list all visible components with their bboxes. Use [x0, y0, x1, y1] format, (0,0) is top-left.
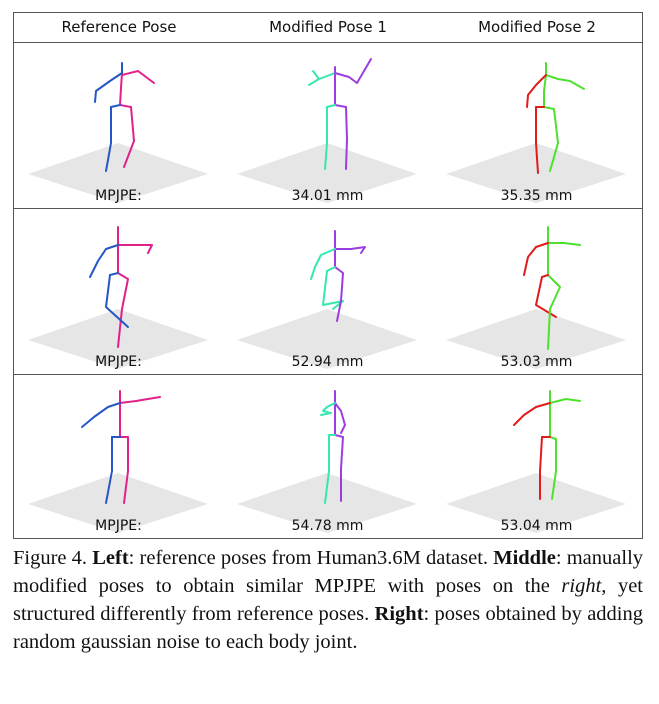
caption-middle-text-a: : manually modified poses to obtain simi…: [13, 547, 644, 597]
skeleton-r2-mod1: [237, 230, 417, 369]
pose-cell-r1-reference: MPJPE:: [14, 43, 223, 208]
pose-row-3: MPJPE: 54.78 mm: [14, 375, 642, 538]
pose-cell-r1-mod2: 35.35 mm: [432, 43, 641, 208]
pose-cell-r3-reference: MPJPE:: [14, 375, 223, 538]
skeleton-r2-reference: [28, 226, 208, 369]
skeleton-r3-mod1: [237, 390, 417, 533]
pose-row-1: MPJPE: 34.01 mm: [14, 43, 642, 209]
caption-middle-text-b: , yet structured differently from refere…: [13, 575, 643, 625]
pose-cell-r2-reference: MPJPE:: [14, 209, 223, 374]
mpjpe-r3-reference: MPJPE:: [95, 518, 142, 534]
mpjpe-r1-mod2: 35.35 mm: [500, 188, 573, 204]
caption-middle-italic: right: [561, 575, 602, 597]
caption-label: Figure 4.: [13, 547, 88, 569]
mpjpe-r3-mod1: 54.78 mm: [291, 518, 364, 534]
mpjpe-r2-reference: MPJPE:: [95, 354, 142, 370]
pose-cell-r3-mod1: 54.78 mm: [223, 375, 432, 538]
skeleton-r1-reference: [28, 62, 208, 203]
column-title-modified-1: Modified Pose 1: [269, 18, 387, 36]
caption-left-text: : reference poses from Human3.6M dataset…: [128, 547, 489, 569]
caption-right-label: Right: [374, 603, 424, 625]
column-title-reference: Reference Pose: [61, 18, 177, 36]
mpjpe-r1-reference: MPJPE:: [95, 188, 142, 204]
figure-header: Reference Pose Modified Pose 1 Modified …: [14, 13, 642, 43]
mpjpe-r1-mod1: 34.01 mm: [291, 188, 364, 204]
skeleton-r1-mod2: [446, 62, 626, 203]
pose-figure: Reference Pose Modified Pose 1 Modified …: [13, 12, 643, 539]
pose-cell-r2-mod1: 52.94 mm: [223, 209, 432, 374]
mpjpe-r2-mod1: 52.94 mm: [291, 354, 364, 370]
pose-cell-r3-mod2: 53.04 mm: [432, 375, 641, 538]
mpjpe-r2-mod2: 53.03 mm: [500, 354, 573, 370]
skeleton-r1-mod1: [237, 58, 417, 203]
caption-middle-label: Middle: [493, 547, 556, 569]
pose-row-2: MPJPE: 52.94 mm: [14, 209, 642, 375]
pose-cell-r1-mod1: 34.01 mm: [223, 43, 432, 208]
caption-right-text: : poses obtained by adding random gaussi…: [13, 603, 643, 653]
skeleton-r3-mod2: [446, 390, 626, 533]
caption-left-label: Left: [92, 547, 129, 569]
mpjpe-r3-mod2: 53.04 mm: [500, 518, 573, 534]
column-title-modified-2: Modified Pose 2: [478, 18, 596, 36]
figure-caption: Figure 4. Left: reference poses from Hum…: [13, 544, 643, 656]
skeleton-r3-reference: [28, 390, 208, 533]
skeleton-r2-mod2: [446, 226, 626, 369]
pose-cell-r2-mod2: 53.03 mm: [432, 209, 641, 374]
